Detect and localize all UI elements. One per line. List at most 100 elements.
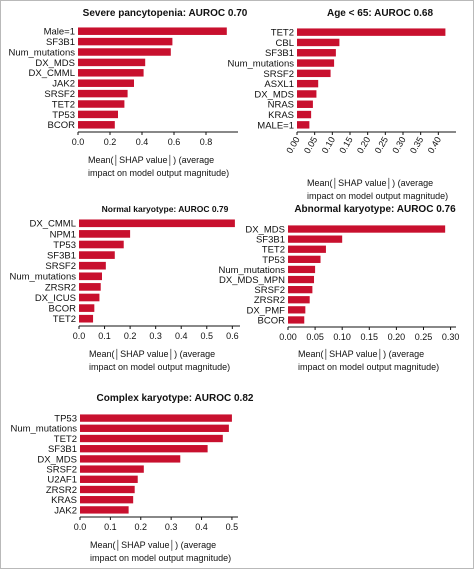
bar: [297, 100, 313, 108]
category-label: Male=1: [44, 27, 75, 38]
bar: [79, 261, 106, 270]
bar: [288, 225, 446, 233]
bar: [80, 465, 144, 473]
bar: [297, 59, 335, 67]
x-axis-label-line2: impact on model output magnitude): [88, 168, 229, 178]
category-label: NPM1: [50, 229, 76, 240]
x-tick-label: 0.0: [72, 137, 85, 147]
x-tick-label: 0.20: [388, 332, 406, 342]
x-tick-label: 0.2: [124, 331, 137, 341]
bar: [80, 506, 129, 514]
x-tick-label: 0.6: [226, 331, 239, 341]
chart-panel-4: Abnormal karyotype: AUROC 0.76 DX_MDSSF3B…: [218, 204, 459, 372]
category-label: Num_mutations: [9, 272, 76, 283]
x-tick-label: 0.2: [135, 522, 148, 532]
x-tick-label: 0.4: [136, 137, 149, 147]
chart-title: Normal karyotype: AUROC 0.79: [102, 204, 229, 214]
category-label: JAK2: [54, 505, 77, 516]
category-label: Num_mutations: [8, 47, 75, 58]
category-label: KRAS: [51, 495, 77, 506]
x-tick-label: 0.10: [333, 332, 351, 342]
bar: [288, 275, 315, 284]
category-label: DX_ICUS: [35, 293, 76, 304]
x-tick-label: 0.5: [201, 331, 214, 341]
category-label: ZRSR2: [254, 295, 285, 306]
bar: [297, 28, 446, 36]
x-tick-label: 0.05: [306, 332, 324, 342]
bar: [79, 230, 131, 238]
category-label: TET2: [271, 28, 294, 39]
x-tick-label: 0.1: [98, 331, 111, 341]
x-tick-label: 0.6: [168, 137, 181, 147]
category-label: SRSF2: [46, 465, 77, 476]
bar: [80, 475, 138, 483]
x-tick-label: 0.3: [165, 522, 178, 532]
chart-panel-1: Severe pancytopenia: AUROC 0.70 Male=1SF3…: [8, 8, 247, 178]
bar: [78, 58, 146, 67]
x-axis-label-line2: impact on model output magnitude): [90, 553, 231, 563]
bar: [297, 69, 331, 78]
bar: [78, 27, 227, 35]
category-label: Num_mutations: [227, 58, 294, 69]
bar: [78, 48, 171, 56]
bar: [80, 424, 229, 432]
bar: [297, 110, 312, 119]
bar: [80, 455, 181, 463]
category-label: SF3B1: [46, 37, 75, 48]
x-tick-label: 0.30: [390, 135, 407, 155]
bar: [80, 414, 232, 422]
category-label: SF3B1: [265, 48, 294, 59]
bar: [288, 306, 306, 314]
x-tick-label: 0.4: [195, 522, 208, 532]
x-tick-label: 0.8: [200, 137, 213, 147]
category-label: SF3B1: [256, 235, 285, 246]
bar: [288, 296, 310, 304]
x-axis-label-line1: Mean(│SHAP value│) (average: [89, 348, 215, 360]
category-label: TET2: [54, 434, 77, 445]
category-label: BCOR: [258, 315, 286, 326]
bar: [79, 219, 235, 228]
category-label: SF3B1: [47, 251, 76, 262]
x-tick-label: 0.15: [361, 332, 379, 342]
category-label: TP53: [53, 240, 76, 251]
x-axis-label-line1: Mean(│SHAP value│) (average: [90, 539, 216, 551]
bar: [78, 100, 125, 108]
category-label: TET2: [262, 245, 285, 256]
category-label: ZRSR2: [46, 485, 77, 496]
bar: [297, 121, 310, 129]
bar: [79, 272, 102, 281]
x-tick-label: 0.1: [104, 522, 117, 532]
chart-title: Severe pancytopenia: AUROC 0.70: [83, 8, 248, 19]
x-tick-label: 0.10: [320, 135, 337, 155]
category-label: SF3B1: [48, 444, 77, 455]
bar: [288, 235, 343, 243]
category-label: MALE=1: [257, 120, 294, 131]
bar: [79, 240, 124, 249]
x-tick-label: 0.4: [175, 331, 188, 341]
x-tick-label: 0.0: [74, 522, 87, 532]
bar: [78, 37, 173, 46]
category-label: JAK2: [52, 79, 75, 90]
category-label: DX_CMML: [29, 68, 75, 79]
x-tick-label: 0.30: [442, 332, 460, 342]
x-tick-label: 0.00: [284, 135, 301, 155]
bar: [78, 121, 115, 129]
bar: [79, 283, 101, 291]
category-label: DX_MDS: [35, 58, 75, 69]
category-label: U2AF1: [47, 475, 77, 486]
x-tick-label: 0.25: [415, 332, 433, 342]
x-tick-label: 0.25: [373, 135, 390, 155]
bar: [79, 314, 94, 323]
x-tick-label: 0.35: [408, 135, 425, 155]
bar: [288, 265, 316, 274]
category-label: TP53: [54, 414, 77, 425]
bar: [80, 496, 134, 504]
bar: [297, 49, 336, 57]
x-axis-label-line2: impact on model output magnitude): [307, 191, 448, 201]
x-tick-label: 0.20: [355, 135, 372, 155]
bar: [80, 434, 223, 443]
category-label: ASXL1: [264, 79, 294, 90]
x-tick-label: 0.0: [73, 331, 86, 341]
x-tick-label: 0.40: [426, 135, 443, 155]
category-label: TET2: [53, 314, 76, 325]
